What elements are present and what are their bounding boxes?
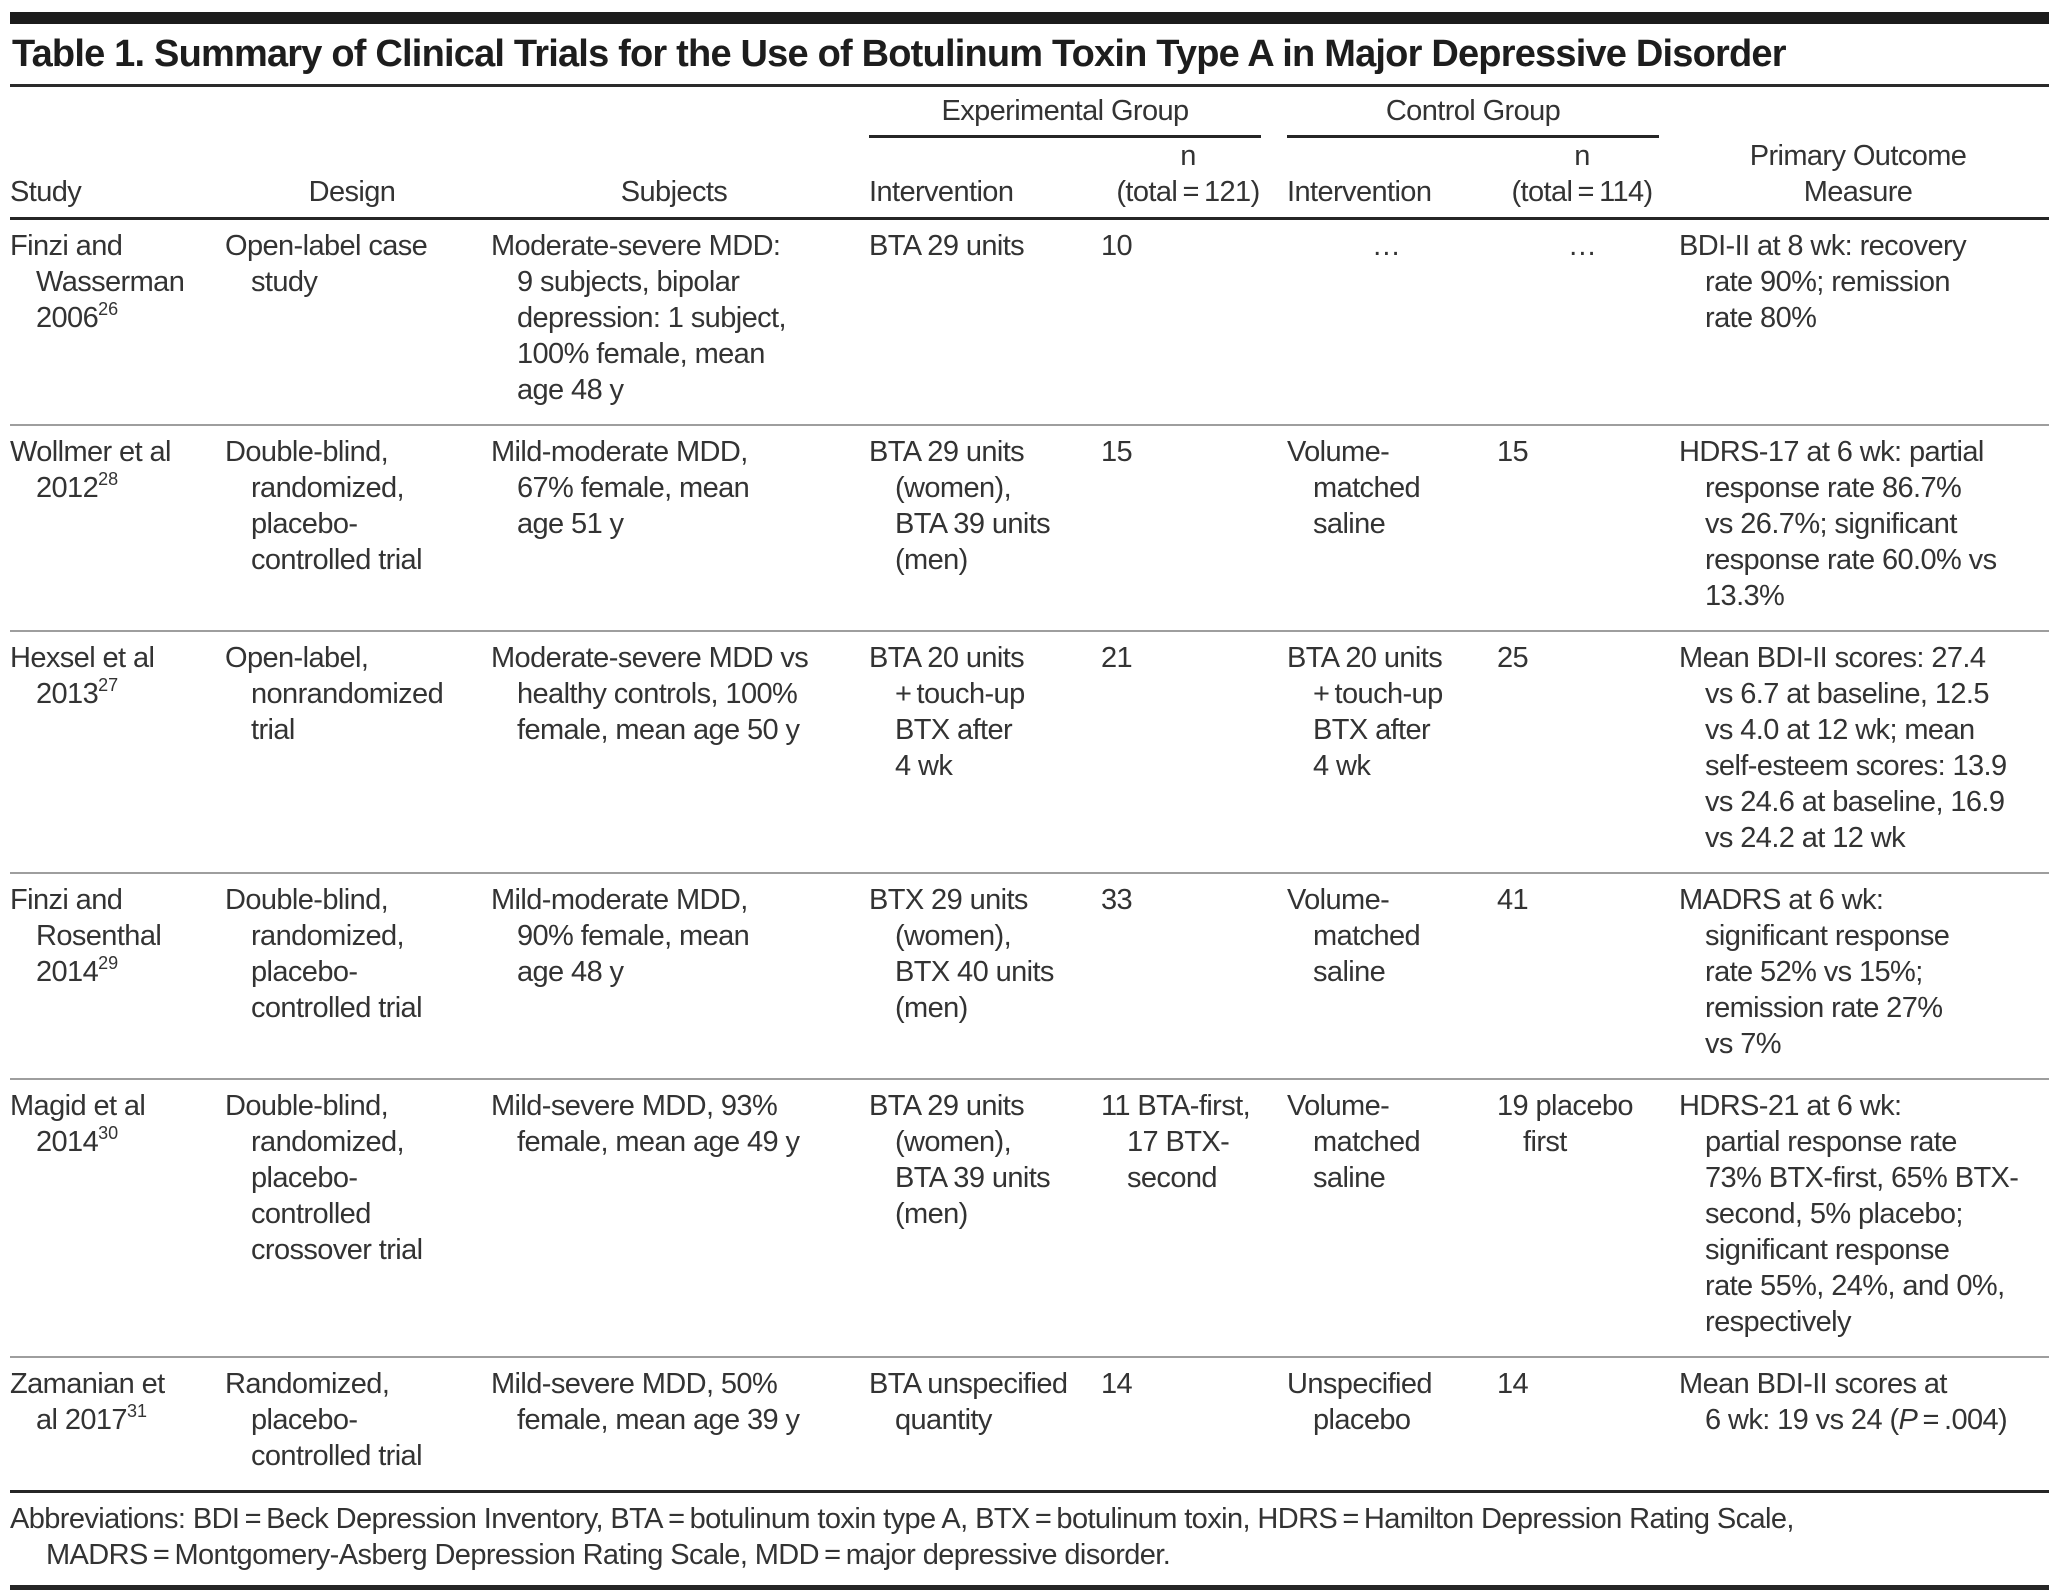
- title-divider: [10, 84, 2049, 87]
- reference-superscript: 30: [98, 1123, 119, 1143]
- cell-exp-intervention: BTA 29 units (women), BTA 39 units (men): [869, 425, 1101, 632]
- study-text: Finzi and Wasserman 2006: [10, 230, 185, 334]
- cell-primary-outcome: HDRS-17 at 6 wk: partial response rate 8…: [1679, 425, 2050, 632]
- group-header-row: Experimental Group Control Group: [10, 87, 2049, 138]
- reference-superscript: 28: [98, 469, 119, 489]
- study-text: Zamanian et al 2017: [10, 1368, 165, 1436]
- cell-subjects: Mild-moderate MDD, 67% female, mean age …: [491, 425, 869, 632]
- cell-study: Magid et al 201430: [10, 1079, 225, 1358]
- control-group-header: Control Group: [1287, 87, 1679, 138]
- cell-exp-intervention: BTA 20 units + touch-up BTX after 4 wk: [869, 631, 1101, 874]
- cell-design: Double-blind, randomized, placebo- contr…: [225, 425, 491, 632]
- cell-exp-n: 11 BTA-first, 17 BTX- second: [1101, 1079, 1288, 1358]
- cell-subjects: Mild-severe MDD, 93% female, mean age 49…: [491, 1079, 869, 1358]
- table-row: Wollmer et al 201228 Double-blind, rando…: [10, 425, 2050, 632]
- cell-ctrl-intervention: Unspecified placebo: [1287, 1357, 1498, 1493]
- top-divider: [10, 12, 2049, 24]
- cell-design: Open-label case study: [225, 218, 491, 426]
- cell-ctrl-n: 15: [1497, 425, 1680, 632]
- cell-primary-outcome: Mean BDI-II scores at 6 wk: 19 vs 24 (P …: [1679, 1357, 2050, 1493]
- column-header-exp-n: n (total = 121): [1101, 138, 1288, 220]
- group-header-spacer: [1679, 87, 2049, 138]
- column-header-exp-intervention: Intervention: [869, 138, 1101, 220]
- table-title: Table 1. Summary of Clinical Trials for …: [12, 33, 1787, 75]
- cell-primary-outcome: BDI-II at 8 wk: recovery rate 90%; remis…: [1679, 218, 2050, 426]
- cell-ctrl-intervention: Volume- matched saline: [1287, 1079, 1498, 1358]
- cell-ctrl-intervention: …: [1287, 218, 1498, 426]
- column-header-ctrl-intervention: Intervention: [1287, 138, 1498, 220]
- cell-design: Double-blind, randomized, placebo- contr…: [225, 873, 491, 1080]
- cell-design: Double-blind, randomized, placebo- contr…: [225, 1079, 491, 1358]
- reference-superscript: 29: [98, 953, 119, 973]
- cell-exp-n: 10: [1101, 218, 1288, 426]
- cell-ctrl-intervention: BTA 20 units + touch-up BTX after 4 wk: [1287, 631, 1498, 874]
- cell-exp-intervention: BTA 29 units (women), BTA 39 units (men): [869, 1079, 1101, 1358]
- cell-study: Hexsel et al 201327: [10, 631, 225, 874]
- abbreviations-footnote: Abbreviations: BDI = Beck Depression Inv…: [10, 1503, 1794, 1571]
- cell-study: Zamanian et al 201731: [10, 1357, 225, 1493]
- cell-subjects: Moderate-severe MDD vs healthy controls,…: [491, 631, 869, 874]
- cell-design: Open-label, nonrandomized trial: [225, 631, 491, 874]
- cell-subjects: Moderate-severe MDD: 9 subjects, bipolar…: [491, 218, 869, 426]
- column-header-primary-outcome: Primary Outcome Measure: [1679, 138, 2050, 220]
- cell-exp-n: 14: [1101, 1357, 1288, 1493]
- study-text: Wollmer et al 2012: [10, 436, 171, 504]
- cell-exp-n: 33: [1101, 873, 1288, 1080]
- cell-ctrl-n: 19 placebo first: [1497, 1079, 1680, 1358]
- reference-superscript: 31: [126, 1401, 147, 1421]
- cell-study: Wollmer et al 201228: [10, 425, 225, 632]
- table-row: Finzi and Wasserman 200626 Open-label ca…: [10, 218, 2050, 426]
- clinical-trials-table: Experimental Group Control Group Study D…: [10, 87, 2050, 1493]
- cell-ctrl-n: 25: [1497, 631, 1680, 874]
- cell-ctrl-n: …: [1497, 218, 1680, 426]
- cell-exp-intervention: BTX 29 units (women), BTX 40 units (men): [869, 873, 1101, 1080]
- column-header-design: Design: [225, 138, 491, 220]
- cell-primary-outcome: MADRS at 6 wk: significant response rate…: [1679, 873, 2050, 1080]
- outcome-text: = .004): [1917, 1404, 2008, 1436]
- group-header-spacer: [10, 87, 869, 138]
- cell-study: Finzi and Rosenthal 201429: [10, 873, 225, 1080]
- experimental-group-header: Experimental Group: [869, 87, 1287, 138]
- cell-ctrl-intervention: Volume- matched saline: [1287, 425, 1498, 632]
- cell-subjects: Mild-severe MDD, 50% female, mean age 39…: [491, 1357, 869, 1493]
- outcome-text: Mean BDI-II scores at 6 wk: 19 vs 24 (: [1679, 1368, 1947, 1436]
- cell-exp-n: 21: [1101, 631, 1288, 874]
- cell-ctrl-n: 41: [1497, 873, 1680, 1080]
- table-row: Zamanian et al 201731 Randomized, placeb…: [10, 1357, 2050, 1493]
- column-header-row: Study Design Subjects Intervention n (to…: [10, 138, 2050, 220]
- cell-exp-intervention: BTA 29 units: [869, 218, 1101, 426]
- cell-primary-outcome: HDRS-21 at 6 wk: partial response rate 7…: [1679, 1079, 2050, 1358]
- experimental-group-label: Experimental Group: [869, 93, 1262, 138]
- cell-study: Finzi and Wasserman 200626: [10, 218, 225, 426]
- cell-primary-outcome: Mean BDI-II scores: 27.4 vs 6.7 at basel…: [1679, 631, 2050, 874]
- study-text: Hexsel et al 2013: [10, 642, 155, 710]
- cell-design: Randomized, placebo- controlled trial: [225, 1357, 491, 1493]
- column-header-ctrl-n: n (total = 114): [1497, 138, 1680, 220]
- table-row: Finzi and Rosenthal 201429 Double-blind,…: [10, 873, 2050, 1080]
- table-row: Magid et al 201430 Double-blind, randomi…: [10, 1079, 2050, 1358]
- cell-exp-n: 15: [1101, 425, 1288, 632]
- column-header-study: Study: [10, 138, 225, 220]
- cell-exp-intervention: BTA unspecified quantity: [869, 1357, 1101, 1493]
- study-text: Finzi and Rosenthal 2014: [10, 884, 162, 988]
- reference-superscript: 27: [98, 675, 119, 695]
- table-row: Hexsel et al 201327 Open-label, nonrando…: [10, 631, 2050, 874]
- study-text: Magid et al 2014: [10, 1090, 146, 1158]
- cell-ctrl-intervention: Volume- matched saline: [1287, 873, 1498, 1080]
- reference-superscript: 26: [98, 299, 119, 319]
- column-header-subjects: Subjects: [491, 138, 869, 220]
- cell-ctrl-n: 14: [1497, 1357, 1680, 1493]
- control-group-label: Control Group: [1287, 93, 1660, 138]
- p-value-symbol: P: [1898, 1404, 1918, 1436]
- cell-subjects: Mild-moderate MDD, 90% female, mean age …: [491, 873, 869, 1080]
- bottom-divider: [10, 1585, 2049, 1590]
